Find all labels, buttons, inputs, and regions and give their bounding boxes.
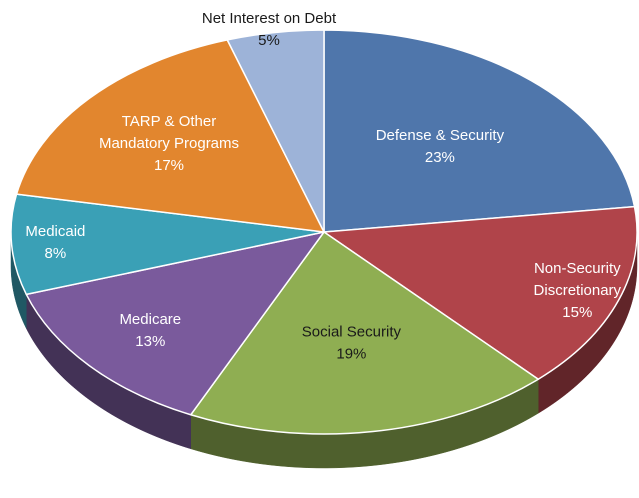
pie-value-label-medicare: 13% (135, 333, 165, 350)
pie-slice-social-security (189, 231, 540, 435)
pie-slice-label-social-security: Social Security (302, 324, 402, 341)
pie-slice-label-tarp-and-other-mandatory-programs: Mandatory Programs (99, 135, 239, 152)
pie-slice-medicare (25, 231, 325, 416)
pie-slice-label-tarp-and-other-mandatory-programs: TARP & Other (122, 113, 216, 130)
pie-value-label-tarp-and-other-mandatory-programs: 17% (154, 157, 184, 174)
pie-value-label-social-security: 19% (336, 346, 366, 363)
pie-slice-net-interest-on-debt (226, 29, 325, 233)
pie-slice-tarp-and-other-mandatory-programs (15, 39, 325, 233)
pie-slice-non-security-discretionary (323, 205, 638, 380)
pie-value-label-net-interest-on-debt: 5% (258, 32, 280, 49)
pie-slice-labels: Defense & Security 23% Non-Security Discret… (25, 10, 621, 363)
pie-slice-medicaid (10, 193, 325, 296)
pie-value-label-non-security-discretionary: 15% (562, 304, 592, 321)
pie-slice-label-non-security-discretionary: Non-Security (534, 260, 621, 277)
pie-value-label-medicaid: 8% (45, 245, 67, 262)
pie-slice-label-medicaid: Medicaid (25, 223, 85, 240)
pie-slice-tops (10, 29, 638, 435)
pie-value-label-defense-and-security: 23% (425, 149, 455, 166)
pie-slice-label-medicare: Medicare (119, 311, 181, 328)
pie-slice-label-non-security-discretionary: Discretionary (534, 282, 622, 299)
pie-slice-label-defense-and-security: Defense & Security (376, 127, 505, 144)
pie-slice-label-net-interest-on-debt: Net Interest on Debt (202, 10, 337, 27)
pie-slice-defense-and-security (323, 29, 636, 233)
